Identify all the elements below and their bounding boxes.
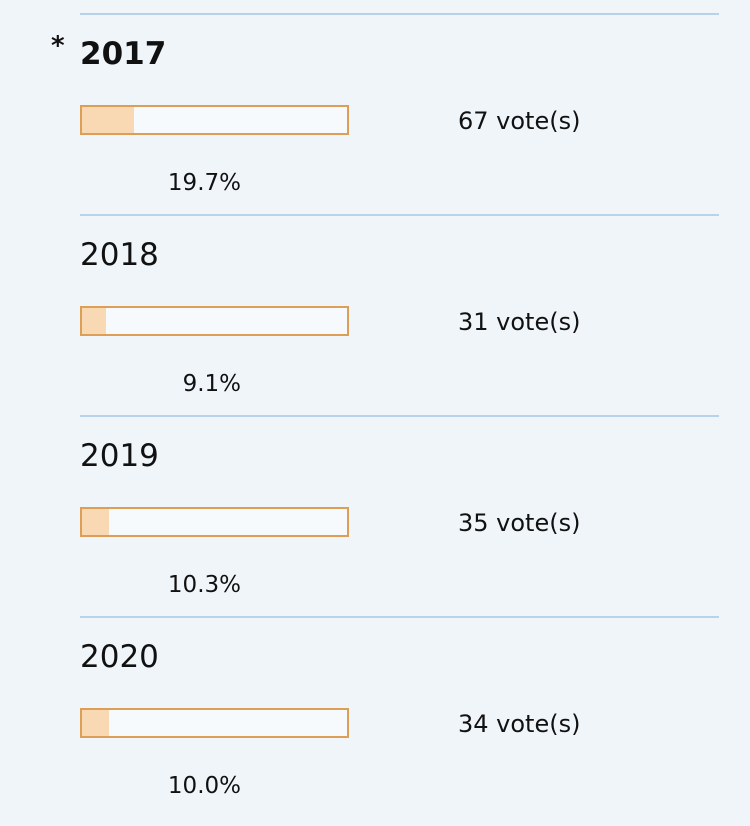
vote-percent: 10.3% <box>167 572 241 598</box>
option-divider <box>80 415 719 417</box>
option-label: 2018 <box>80 237 159 273</box>
option-label: 2017 <box>80 36 167 72</box>
vote-percent: 9.1% <box>182 371 241 397</box>
poll-option-2019: 2019 35 vote(s) 10.3% <box>0 415 750 616</box>
result-bar-fill <box>82 107 135 133</box>
vote-percent: 19.7% <box>167 170 241 196</box>
vote-count: 31 vote(s) <box>458 308 581 336</box>
result-bar-fill <box>82 308 107 334</box>
vote-count: 34 vote(s) <box>458 710 581 738</box>
result-bar-fill <box>82 509 110 535</box>
vote-count: 35 vote(s) <box>458 509 581 537</box>
result-bar <box>80 306 349 336</box>
option-divider <box>80 13 719 15</box>
option-divider <box>80 214 719 216</box>
option-label: 2020 <box>80 639 159 675</box>
result-bar-fill <box>82 710 109 736</box>
vote-count: 67 vote(s) <box>458 107 581 135</box>
selected-marker: * <box>51 31 65 61</box>
poll-option-2017: * 2017 67 vote(s) 19.7% <box>0 13 750 214</box>
poll-option-2018: 2018 31 vote(s) 9.1% <box>0 214 750 415</box>
result-bar <box>80 105 349 135</box>
option-divider <box>80 616 719 618</box>
vote-percent: 10.0% <box>167 773 241 799</box>
option-label: 2019 <box>80 438 159 474</box>
result-bar <box>80 708 349 738</box>
result-bar <box>80 507 349 537</box>
poll-option-2020: 2020 34 vote(s) 10.0% <box>0 616 750 817</box>
